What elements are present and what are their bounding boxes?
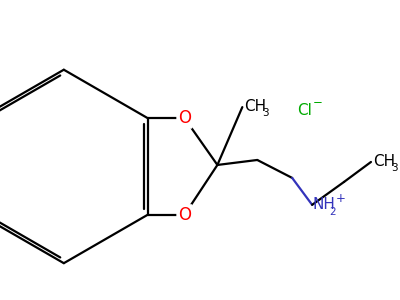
Text: +: + [335, 192, 345, 205]
Text: −: − [312, 96, 322, 110]
Text: O: O [178, 109, 191, 127]
Text: 3: 3 [391, 163, 398, 173]
Text: CH: CH [244, 99, 266, 114]
Text: O: O [178, 206, 191, 224]
Text: CH: CH [373, 154, 395, 169]
Text: Cl: Cl [297, 103, 312, 118]
Text: 2: 2 [329, 207, 336, 217]
Text: 3: 3 [262, 108, 269, 118]
Text: NH: NH [312, 197, 335, 212]
